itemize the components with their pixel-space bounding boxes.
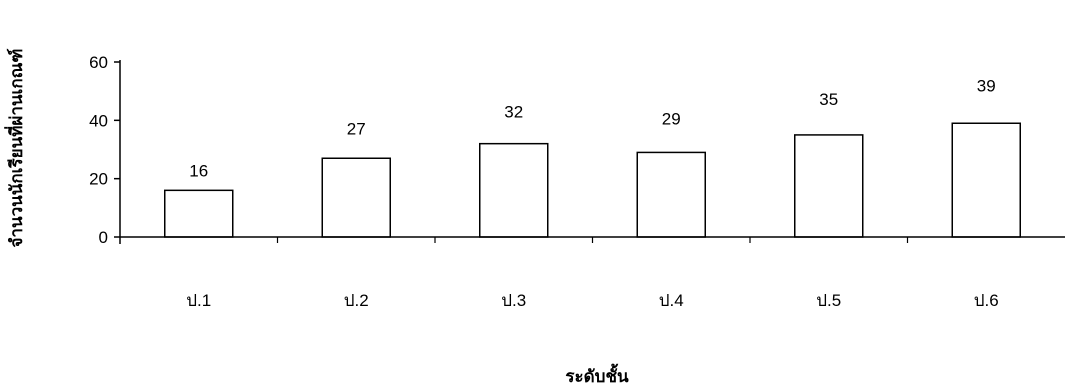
bar-3 [479,142,549,238]
bar-4 [636,151,706,238]
y-tick-label-1: 20 [89,170,108,189]
y-ticks-group: 0 20 40 60 [89,53,120,247]
bars-group [164,122,1021,238]
value-label-2: 27 [347,119,366,138]
bar-2 [321,157,391,238]
category-label-4: ป.4 [659,291,684,310]
value-label-4: 29 [662,109,681,128]
bar-1 [164,189,234,238]
category-label-1: ป.1 [186,291,211,310]
bar-5 [794,134,864,238]
y-tick-label-3: 60 [89,53,108,72]
category-label-3: ป.3 [501,291,526,310]
y-axis-title: จำนวนนักเรียนที่ผ่านเกณฑ์ [4,48,27,247]
value-label-6: 39 [977,76,996,95]
value-labels-group: 16 27 32 29 35 39 [189,76,995,180]
bar-6 [951,122,1021,238]
category-labels-group: ป.1 ป.2 ป.3 ป.4 ป.5 ป.6 [186,291,998,310]
category-label-2: ป.2 [344,291,369,310]
y-tick-label-2: 40 [89,111,108,130]
value-label-5: 35 [819,90,838,109]
value-label-1: 16 [189,161,208,180]
value-label-3: 32 [504,103,523,122]
category-label-5: ป.5 [816,291,841,310]
x-axis-title: ระดับชั้น [565,363,629,387]
x-ticks-group [276,237,909,243]
y-tick-label-0: 0 [99,228,108,247]
category-label-6: ป.6 [974,291,999,310]
